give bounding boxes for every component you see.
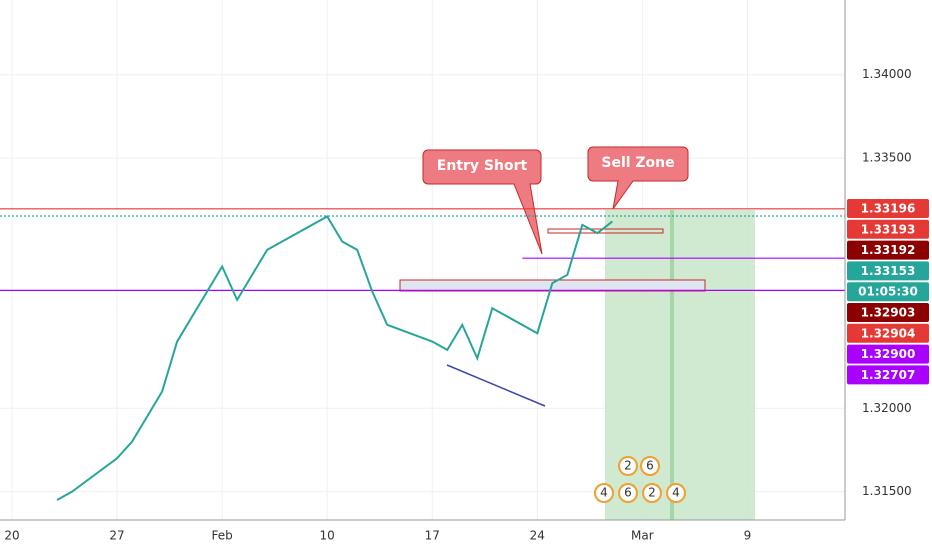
event-label: 6 (624, 486, 632, 500)
zone-box (547, 228, 664, 234)
price-tag-label: 1.33193 (861, 222, 916, 236)
price-tag-label: 1.32707 (861, 368, 916, 382)
price-tag: 1.33153 (847, 261, 929, 281)
trend-line (446, 364, 546, 407)
price-tag-label: 1.32904 (861, 326, 916, 340)
callout-text: Entry Short (437, 158, 528, 174)
x-tick-label: 9 (744, 529, 752, 543)
event-icon (642, 483, 662, 503)
price-tag: 1.33193 (847, 219, 929, 239)
price-tag-bg (847, 199, 929, 218)
y-tick-label: 1.31500 (862, 484, 912, 498)
price-line (56, 215, 613, 501)
price-tag-label: 01:05:30 (858, 285, 918, 299)
event-icon (618, 483, 638, 503)
callout-text: Sell Zone (601, 155, 674, 171)
price-tag-bg (847, 282, 929, 302)
event-label: 2 (648, 486, 656, 500)
price-tag-bg (847, 261, 929, 281)
event-icon (618, 456, 638, 476)
price-tag-bg (847, 344, 929, 364)
event-icon (594, 483, 614, 503)
event-icon (640, 456, 660, 476)
x-tick-label: Mar (631, 529, 654, 543)
price-tag-bg (847, 303, 929, 322)
callout-shape (587, 146, 689, 210)
y-tick-label: 1.32000 (862, 401, 912, 415)
price-tag: 1.32707 (847, 365, 929, 385)
price-tag-label: 1.32903 (861, 306, 916, 320)
x-tick-label: Feb (212, 529, 233, 543)
event-label: 6 (646, 459, 654, 473)
price-tag: 1.32900 (847, 344, 929, 364)
price-tag-bg (847, 219, 929, 239)
price-tag: 01:05:30 (847, 282, 929, 302)
price-tag-label: 1.33192 (861, 243, 916, 257)
x-tick-label: 24 (530, 529, 545, 543)
callout: Sell Zone (587, 146, 689, 210)
y-tick-label: 1.34000 (862, 67, 912, 81)
x-tick-label: 10 (320, 529, 335, 543)
event-label: 4 (600, 486, 608, 500)
price-tag: 1.33196 (847, 199, 929, 218)
event-label: 4 (672, 486, 680, 500)
price-tag-bg (847, 240, 929, 260)
callout-shape (422, 149, 543, 255)
x-tick-label: 20 (4, 529, 19, 543)
callout: Entry Short (422, 149, 543, 255)
price-tag-bg (847, 365, 929, 385)
x-tick-label: 17 (425, 529, 440, 543)
zone-divider (670, 210, 674, 520)
price-tag-label: 1.33153 (861, 264, 916, 278)
price-tag: 1.32903 (847, 303, 929, 322)
price-tag: 1.32904 (847, 323, 929, 343)
y-tick-label: 1.33500 (862, 151, 912, 165)
price-tag-label: 1.32900 (861, 347, 916, 361)
event-icon (666, 483, 686, 503)
event-label: 2 (624, 459, 632, 473)
price-tag-bg (847, 323, 929, 343)
x-tick-label: 27 (109, 529, 124, 543)
price-tag-label: 1.33196 (861, 202, 916, 216)
price-tag: 1.33192 (847, 240, 929, 260)
